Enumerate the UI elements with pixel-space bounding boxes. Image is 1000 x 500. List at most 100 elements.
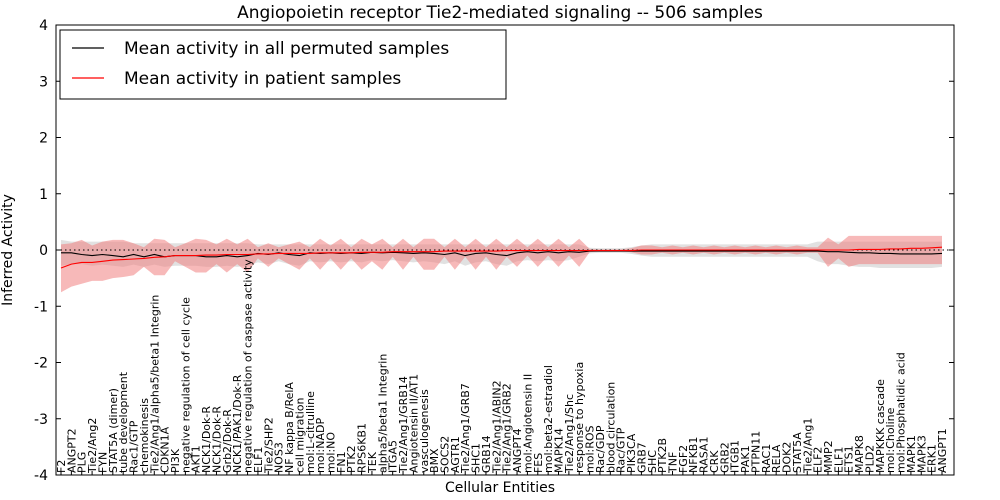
x-category-label: NCK1/Dok-R [200,406,213,473]
x-category-label: SHC1 [470,443,483,473]
x-category-label: MAPK14 [553,428,566,473]
x-axis-label: Cellular Entities [445,480,555,496]
x-category-label: PAK1 [739,445,752,473]
x-category-label: ANGPT4 [511,428,524,473]
series-line-patient [60,246,943,269]
x-category-label: Rac/GDP [594,425,607,473]
x-category-label: FYN [97,452,110,473]
x-category-label: Tie2/Ang1/GRB7 [459,383,472,474]
x-category-label: AKT1 [190,445,203,473]
x-category-label: FN1 [335,451,348,473]
x-category-label: STAT5A [791,432,804,473]
x-category-label: ETS1 [843,445,856,473]
x-category-label: negative regulation of cell cycle [179,297,192,473]
x-category-label: DOK2 [781,442,794,473]
x-category-label: Tie2/Ang1 [801,418,814,474]
x-category-label: cell migration [293,397,306,473]
x-category-label: mol:NO [325,432,338,473]
x-category-label: MAPK3 [915,435,928,473]
x-category-label: Tie2/Ang1/alpha5/beta1 Integrin [148,295,161,474]
y-tick-label: -4 [34,468,48,484]
y-tick-label: 4 [39,18,48,34]
x-category-label: PLG [76,452,89,473]
x-category-label: Tie2/Ang2 [86,418,99,474]
x-category-label: blood circulation [604,382,617,473]
y-tick-label: 0 [39,243,48,259]
x-category-label: mol:L-citrulline [304,391,317,473]
x-category-label: NF kappa B/RelA [283,382,296,473]
x-category-label: ELF1 [832,447,845,473]
x-category-label: RPS6KB1 [356,423,369,473]
x-category-label: alpha5/beta1 Integrin [376,354,389,473]
y-axis: -4 -3 -2 -1 0 1 2 3 4 [34,18,954,484]
x-category-label: ELF2 [812,447,825,473]
legend-label-permuted: Mean activity in all permuted samples [124,39,449,59]
x-category-label: Rac/GTP [615,427,628,473]
x-category-label: FES [532,453,545,473]
x-category-label: PLD2 [863,445,876,473]
x-category-label: MAPK8 [853,435,866,473]
x-category-label: NOS3 [273,442,286,473]
x-category-label: PIK3CA [625,433,638,473]
legend-label-patient: Mean activity in patient samples [124,69,401,89]
y-tick-label: 3 [39,74,48,90]
x-category-label: GRB14 [480,435,493,473]
plot-area [56,235,954,293]
x-category-label: ITGA5 [387,440,400,473]
x-category-label: NCK1/Dok-R [211,406,224,473]
x-category-label: Angiotensin II/AT1 [407,374,420,473]
chart-title: Angiopoietin receptor Tie2-mediated sign… [237,3,763,23]
x-category-label: Tie2/Ang1/GRB2 [501,383,514,474]
legend-box [59,29,507,100]
x-category-label: vasculogenesis [418,389,431,473]
x-category-label: ANGPT1 [936,428,949,473]
x-category-label: mol:beta2-estradiol [542,365,555,473]
x-category-label: CRK [708,450,721,473]
x-category-label: GRB2 [718,442,731,473]
x-category-label: PI3K [169,448,182,473]
x-category-label: STAT5A (dimer) [107,388,120,473]
legend: Mean activity in all permuted samples Me… [59,29,507,100]
x-category-label: mol:Choline [884,407,897,473]
x-category-label: CDKN1A [159,426,172,473]
x-category-label: F2 [55,460,68,473]
x-category-label: MMP2 [822,440,835,473]
x-category-label: tube development [117,371,130,473]
x-category-label: MAPKKK cascade [874,379,887,473]
x-category-label: mol:NADP [314,418,327,473]
x-category-label: Tie2/SHP2 [262,417,275,474]
x-category-label: SHC [646,450,659,473]
x-category-label: TNF [667,452,680,474]
x-category-label: Rac1/GTP [128,420,141,473]
y-tick-label: 1 [39,187,48,203]
x-category-label: ERK1 [926,444,939,473]
x-category-label: mol:ROS [584,425,597,473]
y-tick-label: -2 [34,356,48,372]
x-category-label: Tie2/Ang1/ABIN2 [490,380,503,474]
x-category-label: TEK [366,451,379,474]
x-category-label: SOCS2 [439,436,452,473]
x-category-label: GRB7 [635,442,648,473]
x-category-label: negative regulation of caspase activity [242,259,255,473]
x-category-label: MAPK1 [905,435,918,473]
x-category-label: PTK2 [345,445,358,473]
y-axis-label: Inferred Activity [0,194,16,306]
x-category-label: ITGB1 [729,440,742,473]
x-category-label: RASA1 [698,437,711,473]
y-tick-label: -3 [34,412,48,428]
x-category-label: Grb2/Dok-R [221,409,234,473]
x-category-label: RAC1 [760,444,773,473]
y-tick-label: -1 [34,299,48,315]
x-category-label: PTK2B [656,438,669,473]
x-category-label: chemokinesis [138,398,151,473]
x-category-label: NFKB1 [687,437,700,473]
x-category-label: response to hypoxia [573,362,586,473]
x-category-label: mol:Phosphatidic acid [895,352,908,473]
series-line-permuted [61,250,943,258]
x-category-label: PTPN11 [749,431,762,473]
x-category-label: Tie2/Ang1/GRB14 [397,376,410,474]
x-category-label: BMX [428,448,441,473]
x-category-label: ANGPT2 [65,428,78,473]
